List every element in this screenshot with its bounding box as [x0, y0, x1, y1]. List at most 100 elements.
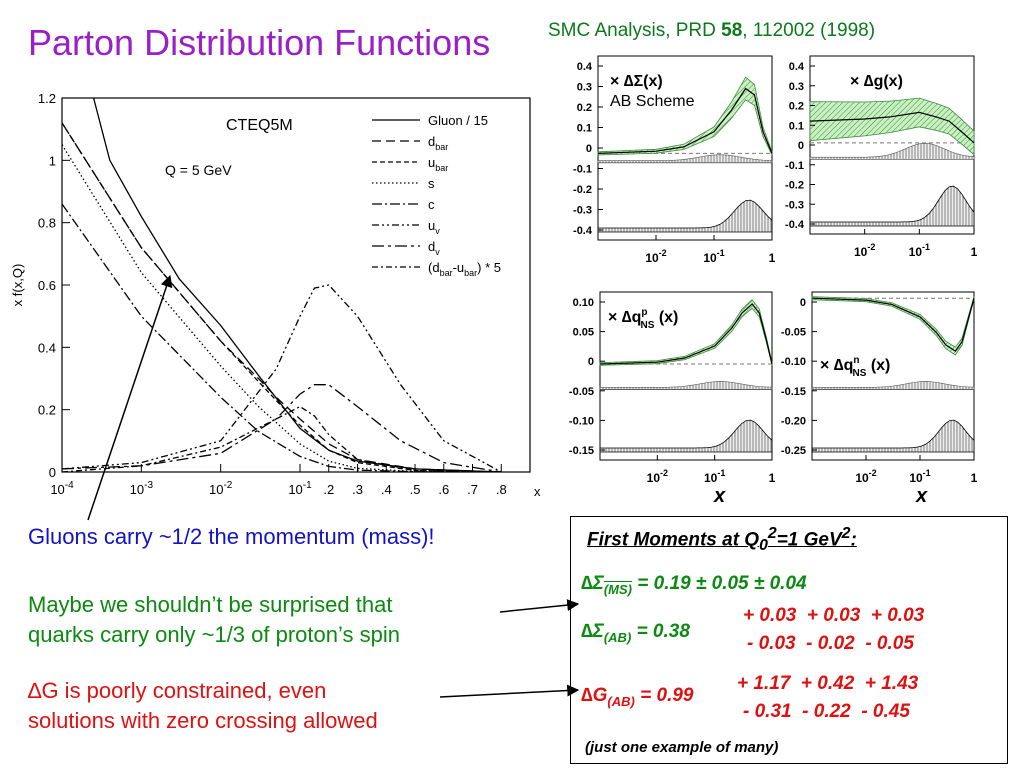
arrow-to-dsigma-ab	[499, 599, 580, 613]
y-tick-label: -0.05	[569, 386, 594, 398]
x-tick-label: 1	[971, 471, 978, 485]
y-tick-label: 0.05	[573, 327, 594, 339]
statistical-band	[597, 76, 773, 156]
legend-entry: c	[428, 197, 435, 212]
y-tick-label: -0.20	[781, 415, 806, 427]
y-tick-label: -0.10	[781, 356, 806, 368]
x-axis-label: x	[713, 485, 726, 507]
ab-err-minus-3: - 0.05	[865, 633, 914, 654]
central-curve	[809, 111, 975, 144]
y-tick-label: 0.6	[38, 278, 56, 293]
note-delta-g: ∆G is poorly constrained, even solutions…	[28, 676, 498, 736]
systematic-error-band	[811, 419, 975, 453]
x-tick-label: 10-4	[50, 480, 74, 497]
moment-dsigma-ab: ∆Σ(AB) = 0.38	[581, 621, 690, 645]
smc-panel-dg: 0.4 0.3 0.2 0.1 0 -0.1 -0.2 -0.3 -0.4 10-2 10-1 1 × …	[785, 55, 978, 259]
ab-err-minus-1: - 0.03	[747, 633, 796, 654]
y-tick-label: -0.05	[781, 327, 806, 339]
y-tick-label: -0.4	[785, 219, 805, 231]
y-tick-label: -0.2	[785, 180, 804, 192]
statistical-band	[599, 299, 773, 366]
series-uv	[62, 284, 502, 472]
legend-entry: uv	[428, 218, 440, 236]
title-end: :	[850, 529, 857, 551]
ms-value: = 0.19 ± 0.05 ± 0.04	[637, 573, 807, 594]
panel-label: × ∆Σ(x)	[610, 73, 663, 90]
ab-err-plus-3: + 0.03	[870, 605, 925, 626]
legend-entry: dv	[428, 239, 440, 257]
systematic-error-band	[599, 419, 773, 453]
series-c	[62, 203, 502, 472]
y-tick-label: 0	[800, 297, 806, 309]
reference-suffix: , 112002 (1998)	[742, 20, 876, 41]
chart-subtitle-q: Q = 5 GeV	[165, 162, 232, 178]
ab-errors-plus: + 0.03 + 0.03 + 0.03	[743, 605, 924, 627]
ab-subscript: (AB)	[603, 629, 632, 645]
x-tick-label: 10-1	[909, 468, 930, 485]
y-tick-label: -0.10	[569, 415, 594, 427]
y-tick-label: -0.1	[785, 160, 804, 172]
note-quark-spin-line1: Maybe we shouldn’t be surprised that	[28, 592, 393, 617]
evolution-error-band	[811, 381, 975, 390]
series-gluon	[92, 98, 502, 472]
series-dbar	[62, 122, 502, 472]
reference-prefix: SMC Analysis, PRD	[548, 20, 722, 41]
moments-footnote: (just one example of many)	[585, 739, 779, 756]
x-tick-label: 10-2	[855, 468, 876, 485]
moment-dsigma-ms: ∆Σ(MS) = 0.19 ± 0.05 ± 0.04	[581, 573, 807, 597]
g-errors-plus: + 1.17 + 0.42 + 1.43	[737, 673, 918, 695]
statistical-band	[809, 97, 975, 156]
y-tick-label: -0.3	[785, 199, 804, 211]
y-tick-label: -0.4	[573, 225, 593, 237]
x-tick-label: .2	[323, 482, 334, 497]
note-delta-g-line2: solutions with zero crossing allowed	[28, 708, 378, 733]
x-tick-label: 10-3	[130, 480, 154, 497]
y-tick-label: 0.3	[789, 81, 804, 93]
g-value: = 0.99	[640, 685, 694, 706]
series-dv	[62, 384, 502, 472]
systematic-error-band	[597, 199, 773, 233]
note-quark-spin: Maybe we shouldn’t be surprised that qua…	[28, 590, 508, 650]
x-tick-label: 10-2	[209, 480, 233, 497]
g-symbol: ∆G	[581, 685, 608, 706]
chart-annotation-cteq5m: CTEQ5M	[226, 117, 293, 134]
y-tick-label: 0.10	[573, 297, 594, 309]
central-curve	[599, 303, 773, 365]
y-axis-label: x f(x,Q)	[10, 264, 25, 307]
panel-label: × ∆qn NS (x)	[820, 355, 890, 379]
slide-title: Parton Distribution Functions	[28, 22, 491, 63]
g-errors-minus: - 0.31 - 0.22 - 0.45	[743, 701, 910, 723]
smc-panel-dqNSn: 0 -0.05 -0.10 -0.15 -0.20 -0.25 10-2 10-1 1 x × ∆q…	[781, 291, 978, 507]
g-err-plus-2: + 0.42	[800, 673, 855, 694]
evolution-error-band	[599, 381, 773, 390]
series-ubar	[62, 122, 502, 472]
y-tick-label: 0.8	[38, 216, 56, 231]
x-tick-label: 1	[769, 471, 776, 485]
y-tick-label: -0.2	[573, 184, 592, 196]
g-err-minus-2: - 0.22	[802, 701, 851, 722]
x-tick-label: .5	[410, 482, 421, 497]
x-axis-label: x	[915, 485, 928, 507]
y-tick-label: 0.4	[38, 340, 56, 355]
x-tick-label: 10-2	[647, 468, 668, 485]
y-tick-label: 0	[49, 465, 56, 480]
reference-volume: 58	[721, 20, 743, 41]
legend-entry: (dbar-ubar) * 5	[428, 260, 501, 278]
y-tick-label: -0.1	[573, 164, 592, 176]
y-tick-label: 0.2	[38, 403, 56, 418]
title-sup: 2	[767, 525, 777, 542]
x-tick-label: 1	[971, 245, 978, 259]
panel-label: × ∆qp NS (x)	[608, 307, 678, 331]
series-dbar-ubar	[62, 405, 502, 472]
central-curve	[811, 297, 975, 352]
ab-value: = 0.38	[636, 621, 690, 642]
g-err-minus-1: - 0.31	[743, 701, 792, 722]
moment-dg-ab: ∆G(AB) = 0.99	[581, 685, 693, 709]
ms-symbol: ∆Σ	[581, 573, 604, 594]
y-tick-label: -0.15	[569, 445, 594, 457]
y-tick-label: 0.1	[577, 123, 592, 135]
y-tick-label: 0.2	[577, 102, 592, 114]
smc-panel-dSigma: 0.4 0.3 0.2 0.1 0 -0.1 -0.2 -0.3 -0.4 10-2 10-1 1 × …	[573, 55, 776, 265]
central-curve	[597, 87, 773, 154]
evolution-error-band	[597, 154, 773, 164]
